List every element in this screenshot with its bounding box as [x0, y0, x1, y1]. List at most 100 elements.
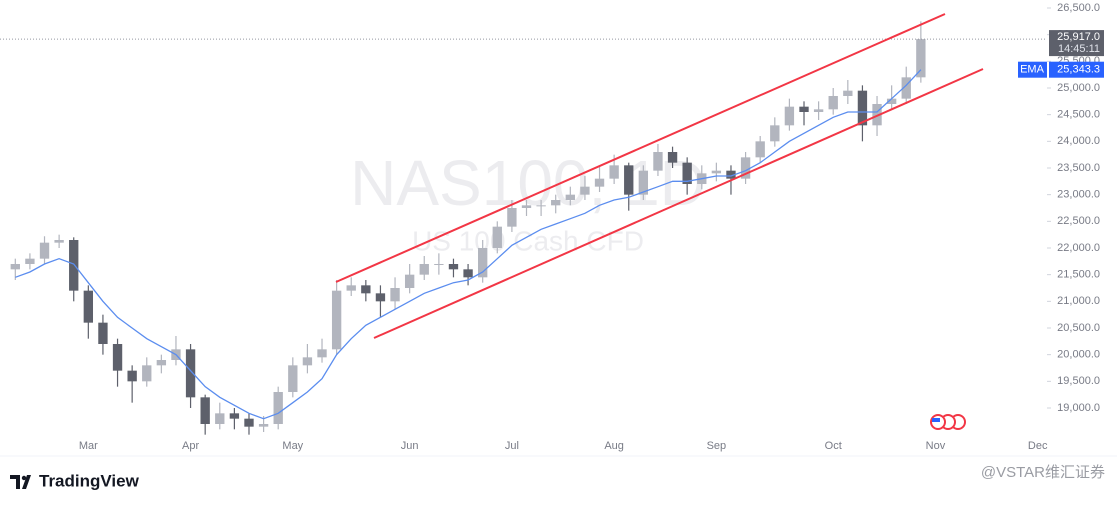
candle-body — [521, 205, 532, 208]
candle-body — [69, 240, 79, 291]
candle-body — [594, 178, 605, 187]
x-tick-label: Oct — [825, 440, 842, 452]
x-tick-label: Mar — [79, 440, 98, 452]
candle-body — [83, 290, 94, 323]
candle-body — [770, 125, 780, 142]
trend-line-upper — [335, 13, 946, 283]
x-tick-label: Nov — [926, 440, 946, 452]
candle-body — [901, 77, 911, 99]
candle-body — [624, 165, 634, 195]
candle-body — [127, 370, 137, 382]
y-tick-label: 23,000.0 — [1057, 189, 1100, 201]
candle-body — [828, 96, 838, 110]
candle-body — [288, 365, 298, 392]
candle-body — [112, 344, 123, 371]
candle-body — [390, 288, 400, 302]
x-tick-label: Aug — [604, 440, 624, 452]
last-price-box — [1049, 30, 1104, 57]
candle-body — [185, 349, 196, 398]
candle-body — [331, 290, 342, 350]
description-watermark: US 100 Cash CFD — [412, 225, 644, 256]
y-tick-label: 19,000.0 — [1057, 402, 1100, 414]
y-tick-label: 20,500.0 — [1057, 322, 1100, 334]
candle-body — [156, 360, 167, 366]
y-tick-label: 21,000.0 — [1057, 295, 1100, 307]
candle-body — [244, 418, 254, 427]
candle-body — [448, 264, 459, 270]
y-tick-label: 22,500.0 — [1057, 215, 1100, 227]
candle-body — [857, 90, 868, 126]
x-tick-label: Sep — [707, 440, 727, 452]
candle-body — [142, 365, 152, 382]
candle-body — [872, 104, 882, 126]
candle-body — [434, 264, 444, 265]
brand-logo — [10, 475, 31, 489]
ema-value-box — [1049, 61, 1104, 78]
symbol-watermark: NAS100, 1D — [350, 147, 706, 219]
candle-body — [492, 226, 502, 248]
brand-name: TradingView — [39, 471, 140, 490]
y-tick-label: 25,000.0 — [1057, 82, 1100, 94]
candle-body — [551, 200, 561, 206]
candle-body — [54, 240, 64, 243]
candle-body — [843, 90, 853, 96]
candle-body — [507, 208, 517, 227]
candle-body — [711, 170, 722, 174]
candle-body — [215, 413, 225, 424]
y-tick-label: 20,000.0 — [1057, 349, 1100, 361]
candle-body — [813, 109, 824, 112]
candle-body — [916, 39, 926, 78]
candle-body — [580, 186, 590, 195]
candle-body — [609, 165, 619, 179]
candle-body — [317, 349, 327, 358]
candle-body — [258, 424, 269, 427]
trend-line-lower — [373, 68, 984, 339]
candle-body — [536, 205, 546, 207]
candle-body — [273, 392, 283, 424]
candle-body — [346, 285, 356, 291]
candle-body — [784, 106, 795, 126]
candle-body — [638, 170, 649, 195]
ema-legend-box — [1018, 61, 1047, 78]
candle-body — [375, 293, 386, 302]
ema-line — [15, 69, 922, 420]
x-tick-label: Dec — [1028, 440, 1048, 452]
ema-legend: EMA — [1020, 64, 1045, 76]
candle-body — [726, 170, 736, 179]
candle-body — [10, 264, 20, 270]
candle-body — [25, 258, 35, 264]
last-price-label: 25,917.0 — [1057, 31, 1100, 43]
y-tick-label: 21,500.0 — [1057, 269, 1100, 281]
y-tick-label: 26,500.0 — [1057, 2, 1100, 14]
y-tick-label: 24,500.0 — [1057, 109, 1100, 121]
y-tick-label: 25,500.0 — [1057, 55, 1100, 67]
candle-body — [740, 157, 751, 179]
candle-body — [799, 106, 809, 112]
flag-icons — [930, 414, 966, 430]
candle-body — [361, 285, 371, 294]
candle-body — [404, 274, 415, 288]
candle-body — [302, 357, 313, 366]
x-tick-label: May — [282, 440, 303, 452]
source-watermark: @VSTAR维汇证券 — [981, 464, 1105, 481]
candle-body — [565, 194, 575, 200]
countdown-label: 14:45:11 — [1058, 43, 1100, 55]
candle-body — [419, 264, 429, 275]
x-tick-label: Apr — [182, 440, 199, 452]
candle-body — [886, 98, 897, 104]
candle-body — [755, 141, 765, 158]
candle-body — [478, 248, 488, 278]
candle-body — [667, 152, 678, 163]
candle-body — [98, 322, 108, 344]
x-tick-label: Jun — [401, 440, 419, 452]
y-tick-label: 22,000.0 — [1057, 242, 1100, 254]
candle-body — [682, 162, 692, 184]
candle-body — [229, 413, 240, 419]
x-tick-label: Jul — [505, 440, 519, 452]
y-tick-label: 24,000.0 — [1057, 135, 1100, 147]
candle-body — [200, 397, 210, 424]
ema-value-label: 25,343.3 — [1057, 64, 1100, 76]
candle-body — [653, 152, 663, 171]
y-tick-label: 23,500.0 — [1057, 162, 1100, 174]
